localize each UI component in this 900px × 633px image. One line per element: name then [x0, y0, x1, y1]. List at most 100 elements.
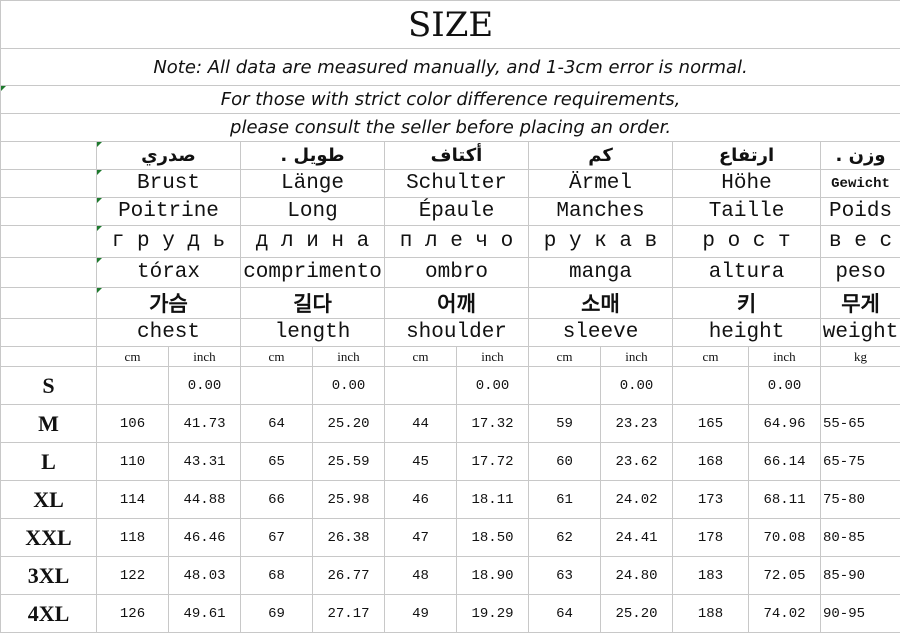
measurement-label: . طويل — [241, 142, 385, 170]
value-cell: 23.62 — [601, 443, 673, 481]
value-cell: 68.11 — [749, 481, 821, 519]
measurement-label: 키 — [673, 288, 821, 319]
value-cell: 66 — [241, 481, 313, 519]
value-cell: 122 — [97, 557, 169, 595]
value-cell: 178 — [673, 519, 749, 557]
value-cell: 70.08 — [749, 519, 821, 557]
value-cell: 55-65 — [821, 405, 900, 443]
value-cell: 168 — [673, 443, 749, 481]
value-cell: 45 — [385, 443, 457, 481]
value-cell: 17.32 — [457, 405, 529, 443]
measurement-label: р у к а в — [529, 226, 673, 258]
size-label: M — [1, 405, 97, 443]
measurement-label: peso — [821, 258, 900, 288]
measurement-label: Poitrine — [97, 198, 241, 226]
value-cell: 75-80 — [821, 481, 900, 519]
value-cell: 110 — [97, 443, 169, 481]
value-cell — [821, 367, 900, 405]
value-cell: 59 — [529, 405, 601, 443]
value-cell: 18.90 — [457, 557, 529, 595]
value-cell: 183 — [673, 557, 749, 595]
value-cell: 106 — [97, 405, 169, 443]
measurement-label: ارتفاع — [673, 142, 821, 170]
measurement-label: 가슴 — [97, 288, 241, 319]
note-line: please consult the seller before placing… — [1, 114, 900, 142]
measurement-label: length — [241, 319, 385, 347]
measurement-label: sleeve — [529, 319, 673, 347]
unit-label: inch — [457, 347, 529, 367]
note-line: For those with strict color difference r… — [1, 86, 900, 114]
unit-label: cm — [385, 347, 457, 367]
value-cell: 18.11 — [457, 481, 529, 519]
value-cell — [97, 367, 169, 405]
measurement-label: comprimento — [241, 258, 385, 288]
value-cell: 25.59 — [313, 443, 385, 481]
blank-cell — [1, 319, 97, 347]
value-cell: 48.03 — [169, 557, 241, 595]
value-cell: 74.02 — [749, 595, 821, 633]
value-cell: 46.46 — [169, 519, 241, 557]
measurement-label: . وزن — [821, 142, 900, 170]
blank-cell — [1, 198, 97, 226]
measurement-label: Épaule — [385, 198, 529, 226]
unit-label: inch — [313, 347, 385, 367]
value-cell: 61 — [529, 481, 601, 519]
value-cell: 65 — [241, 443, 313, 481]
size-label: XXL — [1, 519, 97, 557]
measurement-label: Manches — [529, 198, 673, 226]
size-label: 4XL — [1, 595, 97, 633]
measurement-label: 소매 — [529, 288, 673, 319]
chart-title: SIZE — [1, 1, 900, 49]
value-cell: 69 — [241, 595, 313, 633]
blank-cell — [1, 170, 97, 198]
value-cell: 188 — [673, 595, 749, 633]
blank-cell — [1, 288, 97, 319]
value-cell: 165 — [673, 405, 749, 443]
value-cell: 66.14 — [749, 443, 821, 481]
value-cell: 126 — [97, 595, 169, 633]
measurement-label: Schulter — [385, 170, 529, 198]
value-cell — [673, 367, 749, 405]
value-cell — [241, 367, 313, 405]
measurement-label: 무게 — [821, 288, 900, 319]
measurement-label: صدري — [97, 142, 241, 170]
value-cell: 47 — [385, 519, 457, 557]
size-label: XL — [1, 481, 97, 519]
unit-label: inch — [601, 347, 673, 367]
measurement-label: Ärmel — [529, 170, 673, 198]
value-cell: 68 — [241, 557, 313, 595]
measurement-label: г р у д ь — [97, 226, 241, 258]
value-cell: 25.98 — [313, 481, 385, 519]
measurement-label: Höhe — [673, 170, 821, 198]
value-cell: 0.00 — [169, 367, 241, 405]
value-cell: 0.00 — [313, 367, 385, 405]
measurement-label: Taille — [673, 198, 821, 226]
value-cell: 24.02 — [601, 481, 673, 519]
value-cell: 26.77 — [313, 557, 385, 595]
value-cell: 114 — [97, 481, 169, 519]
value-cell — [529, 367, 601, 405]
value-cell: 85-90 — [821, 557, 900, 595]
blank-cell — [1, 347, 97, 367]
note-line: Note: All data are measured manually, an… — [1, 49, 900, 86]
value-cell: 60 — [529, 443, 601, 481]
value-cell: 49.61 — [169, 595, 241, 633]
measurement-label: в е с — [821, 226, 900, 258]
unit-label: kg — [821, 347, 900, 367]
value-cell: 90-95 — [821, 595, 900, 633]
value-cell: 25.20 — [313, 405, 385, 443]
measurement-label: أكتاف — [385, 142, 529, 170]
unit-label: cm — [529, 347, 601, 367]
measurement-label: Länge — [241, 170, 385, 198]
value-cell: 65-75 — [821, 443, 900, 481]
value-cell: 19.29 — [457, 595, 529, 633]
value-cell: 25.20 — [601, 595, 673, 633]
